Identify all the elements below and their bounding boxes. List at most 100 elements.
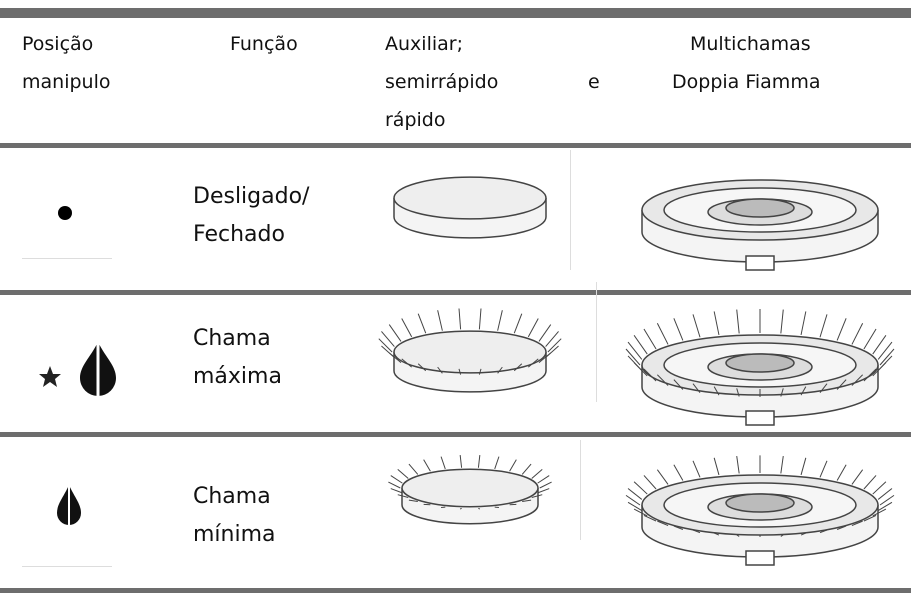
burner-drawing: [877, 501, 893, 511]
burner-drawing: [713, 386, 720, 396]
burner-drawing: [745, 410, 775, 426]
cell-rule: [580, 440, 581, 540]
burner-drawing: [780, 455, 784, 474]
burner-drawing: [745, 550, 775, 566]
burner-drawing: [656, 323, 669, 345]
header-cell: Doppia Fiamma: [672, 71, 821, 93]
burner-drawing: [513, 313, 523, 334]
burner-drawing: [692, 383, 701, 394]
burner-drawing: [633, 508, 648, 517]
burner-drawing: [417, 313, 427, 334]
header-cell: Posição: [22, 33, 94, 55]
burner-drawing: [656, 374, 669, 386]
burner-drawing: [836, 318, 847, 341]
burner-drawing: [863, 368, 877, 382]
burner-drawing: [459, 507, 462, 510]
burner-drawing: [863, 475, 877, 490]
burner-drawing: [836, 525, 847, 530]
burner-drawing: [408, 463, 419, 475]
burner-drawing: [673, 379, 684, 390]
function-cell: Fechado: [193, 222, 285, 247]
burner-drawing: [408, 499, 418, 503]
burner-drawing: [388, 481, 401, 489]
burner-drawing: [673, 318, 684, 341]
burner-drawing: [458, 368, 462, 375]
burner-drawing: [872, 362, 887, 377]
burner-drawing: [390, 488, 403, 494]
burner-drawing: [531, 469, 543, 479]
cell-rule: [570, 150, 571, 270]
burner-drawing: [851, 469, 864, 485]
burner-drawing: [713, 311, 720, 336]
burner-drawing: [393, 330, 547, 374]
function-cell: Chama: [193, 326, 271, 351]
burner-drawing: [625, 494, 641, 506]
burner-drawing: [538, 324, 552, 342]
header-cell: Auxiliar;: [385, 33, 463, 55]
burner-drawing: [780, 534, 784, 537]
burner-drawing: [478, 507, 481, 510]
burner-drawing: [656, 469, 669, 485]
row-rule: [0, 588, 911, 593]
off-icon: [58, 206, 72, 220]
burner-drawing: [522, 499, 532, 503]
burner-drawing: [736, 309, 740, 334]
burner-drawing: [819, 314, 828, 338]
burner-drawing: [388, 324, 402, 342]
burner-drawing: [725, 493, 795, 513]
burner-drawing: [800, 386, 807, 396]
burner-drawing: [800, 532, 807, 536]
burner-drawing: [378, 338, 393, 353]
burner-drawing: [851, 520, 863, 527]
row-rule: [0, 143, 911, 148]
burner-drawing: [417, 363, 427, 372]
row-rule: [0, 290, 911, 295]
burner-drawing: [879, 348, 895, 366]
function-cell: máxima: [193, 364, 282, 389]
burner-drawing: [872, 335, 887, 355]
burner-drawing: [736, 534, 740, 537]
function-cell: Desligado/: [193, 184, 310, 209]
burner-drawing: [509, 459, 517, 472]
burner-drawing: [397, 494, 409, 498]
burner-drawing: [673, 464, 684, 481]
burner-drawing: [401, 358, 413, 368]
function-cell: mínima: [193, 522, 276, 547]
burner-drawing: [437, 366, 443, 374]
burner-drawing: [643, 514, 657, 522]
burner-drawing: [627, 341, 643, 360]
burner-drawing: [819, 460, 828, 478]
burner-drawing: [627, 355, 643, 371]
burner-drawing: [477, 454, 481, 468]
burner-drawing: [538, 352, 552, 363]
burner-drawing: [643, 328, 657, 350]
burner-drawing: [513, 363, 523, 372]
burner-drawing: [851, 323, 864, 345]
header-cell: rápido: [385, 109, 446, 131]
burner-drawing: [836, 379, 847, 390]
burner-drawing: [863, 514, 877, 522]
burner-drawing: [381, 331, 395, 347]
header-cell: manipulo: [22, 71, 111, 93]
burner-drawing: [478, 368, 482, 375]
burner-drawing: [800, 457, 807, 476]
burner-drawing: [633, 335, 648, 355]
burner-drawing: [527, 318, 539, 338]
burner-drawing: [440, 456, 446, 470]
burner-drawing: [877, 341, 893, 360]
burner-drawing: [627, 488, 643, 500]
burner-drawing: [692, 460, 701, 478]
burner-drawing: [527, 358, 539, 368]
burner-drawing: [692, 314, 701, 338]
burner-drawing: [458, 308, 462, 330]
burner-drawing: [497, 366, 503, 374]
burner-drawing: [725, 198, 795, 218]
burner-drawing: [390, 475, 403, 484]
burner-drawing: [625, 348, 641, 366]
burner-drawing: [381, 345, 395, 358]
burner-drawing: [643, 475, 657, 490]
burner-drawing: [633, 481, 648, 495]
header-cell: Função: [230, 33, 298, 55]
row-rule: [0, 432, 911, 437]
